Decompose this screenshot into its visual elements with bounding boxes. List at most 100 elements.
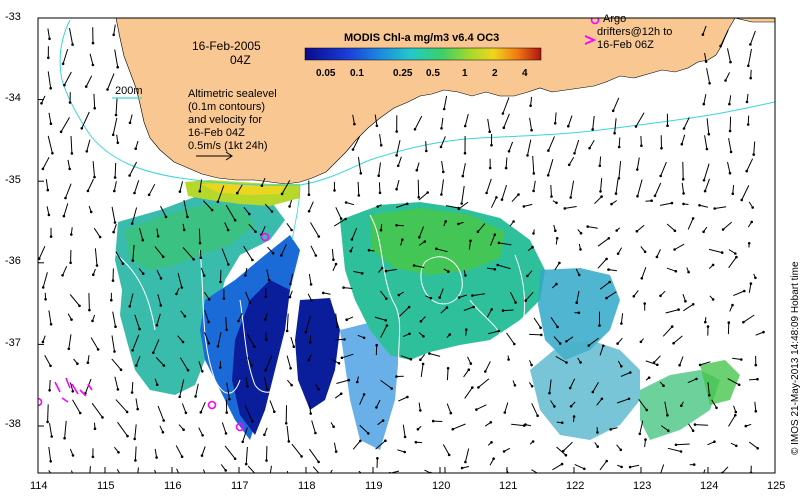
velocity-vector-head [119,368,123,372]
velocity-vector [135,356,141,366]
velocity-vector-head [617,145,621,149]
velocity-vector-head [111,279,115,282]
velocity-vector-head [627,397,631,401]
velocity-vector-head [677,308,680,311]
velocity-vector-head [181,340,185,344]
velocity-vector [200,401,206,413]
velocity-vector [418,192,429,201]
velocity-vector-head [367,248,371,252]
velocity-vector-head [290,228,293,232]
velocity-vector [139,227,144,241]
velocity-vector [503,113,510,128]
velocity-vector [179,379,185,397]
velocity-vector-head [512,220,515,223]
velocity-vector-head [423,240,427,243]
velocity-vector-head [501,112,505,115]
velocity-vector [687,218,694,230]
velocity-vector-head [465,328,468,332]
velocity-vector [45,179,49,191]
velocity-vector [308,273,312,285]
velocity-vector-head [210,208,214,212]
velocity-vector [703,163,710,181]
velocity-vector [70,470,74,473]
velocity-vector-head [447,270,450,273]
velocity-vector-head [351,148,355,151]
velocity-vector [114,162,117,178]
velocity-vector-head [395,154,398,157]
velocity-vector-head [415,168,419,172]
velocity-vector-head [309,283,313,286]
velocity-vector-head [674,443,678,447]
velocity-vector-head [401,238,404,241]
isobath-label: 200m [115,85,143,97]
velocity-vector [505,157,508,169]
velocity-vector [504,402,509,413]
velocity-vector [679,356,684,366]
velocity-vector-head [67,347,71,351]
velocity-vector [702,25,707,35]
velocity-vector-head [289,367,292,370]
velocity-vector-head [309,412,313,415]
velocity-vector [204,310,210,323]
velocity-vector-head [113,189,116,193]
velocity-vector [112,311,116,327]
velocity-vector [653,355,661,363]
velocity-vector-head [666,414,669,417]
velocity-vector-head [422,335,425,338]
velocity-vector-head [336,325,339,329]
velocity-vector [112,117,118,135]
velocity-vector [637,179,643,197]
velocity-vector-head [339,392,343,396]
velocity-vector [711,399,717,409]
velocity-vector-head [44,298,47,301]
velocity-vector [402,424,406,437]
velocity-vector-head [655,255,659,259]
velocity-vector [681,182,685,194]
velocity-vector-head [49,323,53,326]
velocity-vector [498,242,512,246]
velocity-vector [115,97,118,116]
velocity-vector-head [711,298,715,301]
velocity-vector [183,199,188,218]
velocity-vector-head [554,229,557,232]
velocity-vector-head [227,263,230,266]
velocity-vector [242,427,248,442]
velocity-vector-head [756,377,759,381]
velocity-vector-head [653,194,657,198]
velocity-vector [461,185,465,204]
velocity-vector-head [417,196,421,199]
velocity-vector-head [670,201,674,205]
velocity-vector [618,161,622,179]
velocity-vector [380,290,387,300]
velocity-vector-head [507,150,511,153]
velocity-vector-head [745,169,748,173]
velocity-vector-head [362,393,366,396]
velocity-vector [418,226,425,238]
velocity-vector-head [199,256,203,260]
velocity-vector [225,316,228,330]
velocity-vector [547,136,555,151]
velocity-vector-head [110,298,113,302]
velocity-vector-head [440,193,443,196]
velocity-vector-head [125,410,129,414]
velocity-vector [722,466,729,473]
velocity-vector [359,424,369,434]
velocity-vector-head [224,432,228,435]
velocity-vector-head [731,303,734,307]
velocity-vector [243,245,253,261]
velocity-vector [286,355,292,369]
velocity-vector-head [750,220,753,224]
velocity-vector-head [579,248,582,251]
velocity-vector-head [136,407,139,411]
velocity-vector [638,399,648,411]
velocity-vector-head [567,163,571,167]
velocity-vector-head [161,430,165,434]
velocity-vector-head [701,33,705,36]
velocity-vector [529,333,542,336]
velocity-vector-head [620,364,623,368]
velocity-vector-head [575,301,578,305]
legend-line: 0.5m/s (1kt 24h) [188,140,268,152]
velocity-vector-head [216,200,220,204]
velocity-vector-head [93,106,96,110]
